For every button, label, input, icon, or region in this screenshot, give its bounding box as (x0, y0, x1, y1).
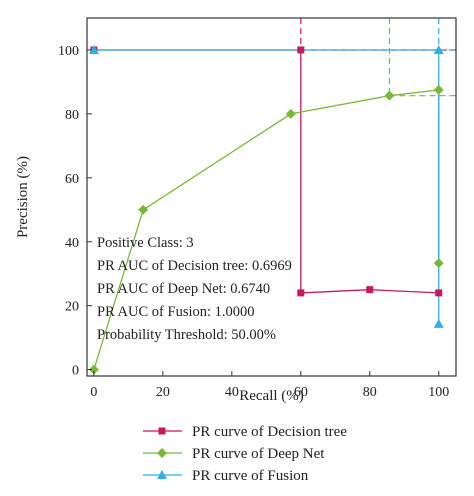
x-tick-label: 40 (225, 385, 239, 400)
y-tick-label: 40 (65, 236, 79, 251)
data-point (433, 44, 444, 54)
annotation-line: Positive Class: 3 (97, 235, 194, 251)
y-axis-label: Precision (%) (15, 156, 31, 238)
x-axis-label: Recall (%) (239, 388, 304, 404)
annotation-line: PR AUC of Fusion: 1.0000 (97, 304, 255, 320)
y-tick-label: 20 (65, 300, 79, 315)
annotation-line: Probability Threshold: 50.00% (97, 327, 276, 343)
data-point (297, 289, 305, 297)
y-tick-label: 60 (65, 172, 79, 187)
legend-swatch-marker (157, 470, 167, 479)
x-tick-label: 80 (363, 385, 377, 400)
data-point (433, 258, 444, 269)
legend-entry: PR curve of Decision tree (192, 424, 347, 440)
y-tick-label: 100 (58, 44, 79, 59)
legend-entry: PR curve of Deep Net (192, 446, 325, 462)
data-point (297, 46, 305, 54)
x-tick-label: 60 (294, 385, 308, 400)
y-tick-label: 80 (65, 108, 79, 123)
data-point (88, 44, 99, 54)
annotation-line: PR AUC of Deep Net: 0.6740 (97, 281, 270, 297)
legend: PR curve of Decision tree PR curve of Dee… (143, 424, 347, 484)
legend-swatch-marker (158, 427, 166, 435)
annotation-line: PR AUC of Decision tree: 0.6969 (97, 258, 292, 274)
plot-area (88, 18, 456, 375)
legend-entry: PR curve of Fusion (192, 468, 309, 484)
x-tick-label: 100 (428, 385, 449, 400)
data-point (138, 204, 149, 215)
data-point (285, 108, 296, 119)
series-line (93, 49, 439, 294)
plot-frame (86, 17, 457, 377)
x-tick-label: 20 (156, 385, 170, 400)
y-tick-label: 0 (72, 364, 79, 379)
data-point (433, 318, 444, 328)
data-point (435, 289, 443, 297)
data-point (384, 90, 395, 101)
data-point (88, 364, 99, 375)
data-point (433, 84, 444, 95)
axes: 0 20 40 60 80 100 0 20 40 60 80 100 Recall (%) Precis… (15, 17, 457, 404)
x-tick-label: 0 (90, 385, 97, 400)
data-point (366, 286, 374, 294)
legend-swatch-marker (157, 448, 167, 458)
annotation-block: Positive Class: 3 PR AUC of Decision tree… (97, 235, 292, 343)
